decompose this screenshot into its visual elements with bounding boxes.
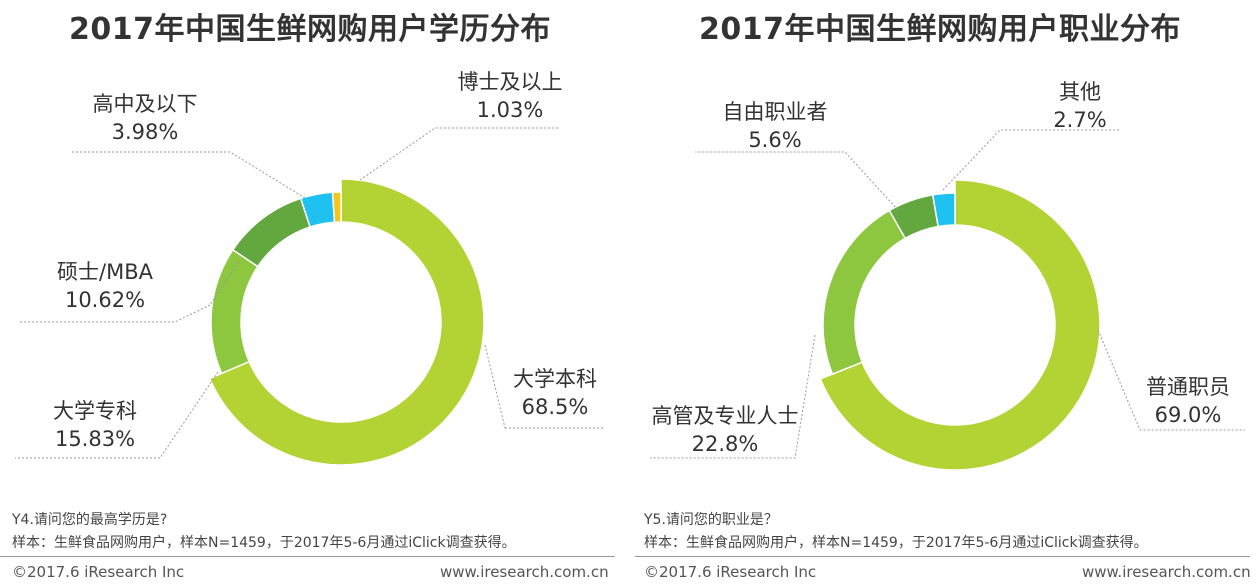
slice-1 xyxy=(822,209,907,376)
leader-line-5 xyxy=(159,371,219,459)
label-master: 硕士/MBA 10.62% xyxy=(57,260,153,312)
chart-title: 2017年中国生鲜网购用户职业分布 xyxy=(699,12,1181,47)
label-executive: 高管及专业人士 22.8% xyxy=(651,404,799,456)
label-junior-college: 大学专科 15.83% xyxy=(53,399,137,451)
slice-0 xyxy=(819,179,1101,471)
label-other: 其他 2.7% xyxy=(1053,80,1107,132)
website-link[interactable]: www.iresearch.com.cn xyxy=(1082,563,1251,581)
label-freelancer: 自由职业者 5.6% xyxy=(722,100,828,152)
question-text: Y4.请问您的最高学历是? xyxy=(12,512,168,528)
leader-line-2 xyxy=(695,151,899,211)
occupation-chart-panel: 2017年中国生鲜网购用户职业分布 其他 2.7% 自由职业者 5.6% 高管及… xyxy=(630,0,1251,584)
leader-line-0 xyxy=(1097,329,1245,431)
footer-divider xyxy=(635,556,1250,557)
occupation-donut-chart xyxy=(650,129,1245,471)
website-link[interactable]: www.iresearch.com.cn xyxy=(440,563,609,581)
footer-divider xyxy=(0,556,615,557)
education-chart-panel: 2017年中国生鲜网购用户学历分布 博士及以上 1.03% 高中及以下 3.98… xyxy=(0,0,620,584)
label-highschool: 高中及以下 3.98% xyxy=(92,92,198,144)
leader-line-7 xyxy=(359,127,560,181)
slice-1 xyxy=(210,248,259,375)
sample-note: 样本：生鲜食品网购用户，样本N=1459，于2017年5-6月通过iClick调… xyxy=(12,535,516,551)
copyright: ©2017.6 iResearch Inc xyxy=(644,563,817,581)
chart-title: 2017年中国生鲜网购用户学历分布 xyxy=(69,12,551,47)
leader-line-2 xyxy=(20,304,211,323)
question-text: Y5.请问您的职业是？ xyxy=(644,512,778,528)
leader-line-3 xyxy=(209,261,239,306)
sample-note: 样本：生鲜食品网购用户，样本N=1459，于2017年5-6月通过iClick调… xyxy=(644,535,1148,551)
slice-2 xyxy=(231,197,311,268)
leader-line-1 xyxy=(650,334,816,459)
leader-line-6 xyxy=(70,151,306,199)
education-donut-chart xyxy=(15,127,605,466)
label-staff: 普通职员 69.0% xyxy=(1146,375,1230,427)
copyright: ©2017.6 iResearch Inc xyxy=(12,563,185,581)
slice-4 xyxy=(331,191,342,224)
label-bachelor: 大学本科 68.5% xyxy=(513,367,597,419)
slice-0 xyxy=(208,178,485,466)
slice-3 xyxy=(931,192,956,228)
label-phd: 博士及以上 1.03% xyxy=(457,70,563,122)
